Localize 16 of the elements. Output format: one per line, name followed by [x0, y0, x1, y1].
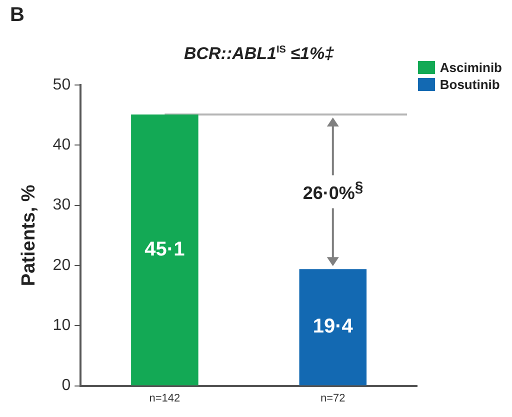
data-label: 45·1 — [144, 238, 185, 260]
x-tick-label: n=142 — [149, 392, 180, 404]
y-tick-label: 10 — [52, 317, 71, 334]
y-axis-title: Patients, % — [18, 184, 40, 286]
text: B — [10, 4, 24, 27]
data-label: 19·4 — [312, 316, 354, 338]
y-tick-label: 50 — [52, 76, 71, 94]
chart-title: BCR::ABL1$^{IS}$ ≤1%‡ — [182, 44, 336, 64]
x-tick-label: n=72 — [320, 392, 346, 404]
y-tick-label: 0 — [62, 377, 71, 394]
y-tick-label: 20 — [52, 256, 71, 274]
legend-label: Asciminib — [440, 60, 502, 75]
y-tick-label: 30 — [52, 196, 71, 214]
y-tick-label: 40 — [52, 136, 71, 154]
legend-label: Bosutinib — [440, 77, 500, 92]
annotation: 26·0%$^{§}$ — [302, 179, 364, 204]
